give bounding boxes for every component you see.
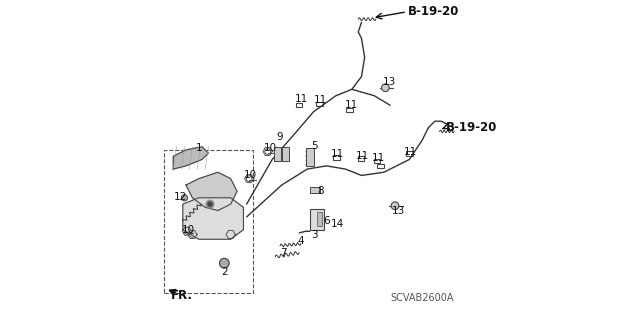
Text: 13: 13 [392,205,404,216]
Text: 11: 11 [295,94,308,104]
Text: 9: 9 [276,132,283,142]
Text: 11: 11 [314,94,326,105]
Text: 11: 11 [355,151,369,161]
Bar [282,147,289,161]
Text: B-19-20: B-19-20 [446,121,497,134]
Text: 8: 8 [317,186,324,196]
Bar [296,103,303,108]
Bar [358,156,364,161]
Bar [310,209,324,230]
Bar [274,147,281,161]
Bar [306,148,314,166]
Text: SCVAB2600A: SCVAB2600A [390,293,454,303]
Circle shape [206,200,214,208]
Text: 2: 2 [221,267,228,277]
Text: 10: 10 [244,170,257,181]
Bar [317,212,321,226]
Text: 12: 12 [173,191,187,202]
Text: 14: 14 [332,219,344,229]
Circle shape [181,195,188,201]
Text: 3: 3 [311,230,318,241]
Circle shape [220,258,229,268]
Text: 7: 7 [280,248,287,258]
Bar [374,159,380,163]
Circle shape [208,202,212,206]
Text: 1: 1 [196,143,202,153]
Text: 11: 11 [344,100,358,110]
Circle shape [381,84,389,92]
Text: 10: 10 [264,143,277,153]
Bar [346,108,353,112]
Polygon shape [183,198,243,239]
Bar [406,152,413,156]
Text: 10: 10 [182,225,195,235]
Text: 13: 13 [383,77,396,87]
Polygon shape [186,172,237,211]
Bar [333,155,340,160]
Bar [316,102,323,107]
Text: 4: 4 [298,236,305,246]
Bar [310,187,320,193]
Text: B-19-20: B-19-20 [408,5,459,18]
Bar [378,164,384,168]
Text: FR.: FR. [171,289,193,301]
Text: 11: 11 [372,153,385,163]
Text: 5: 5 [311,141,317,151]
Circle shape [391,202,399,210]
Text: 11: 11 [331,149,344,160]
Text: 6: 6 [323,216,330,226]
Polygon shape [173,147,209,169]
Text: 11: 11 [404,146,417,157]
